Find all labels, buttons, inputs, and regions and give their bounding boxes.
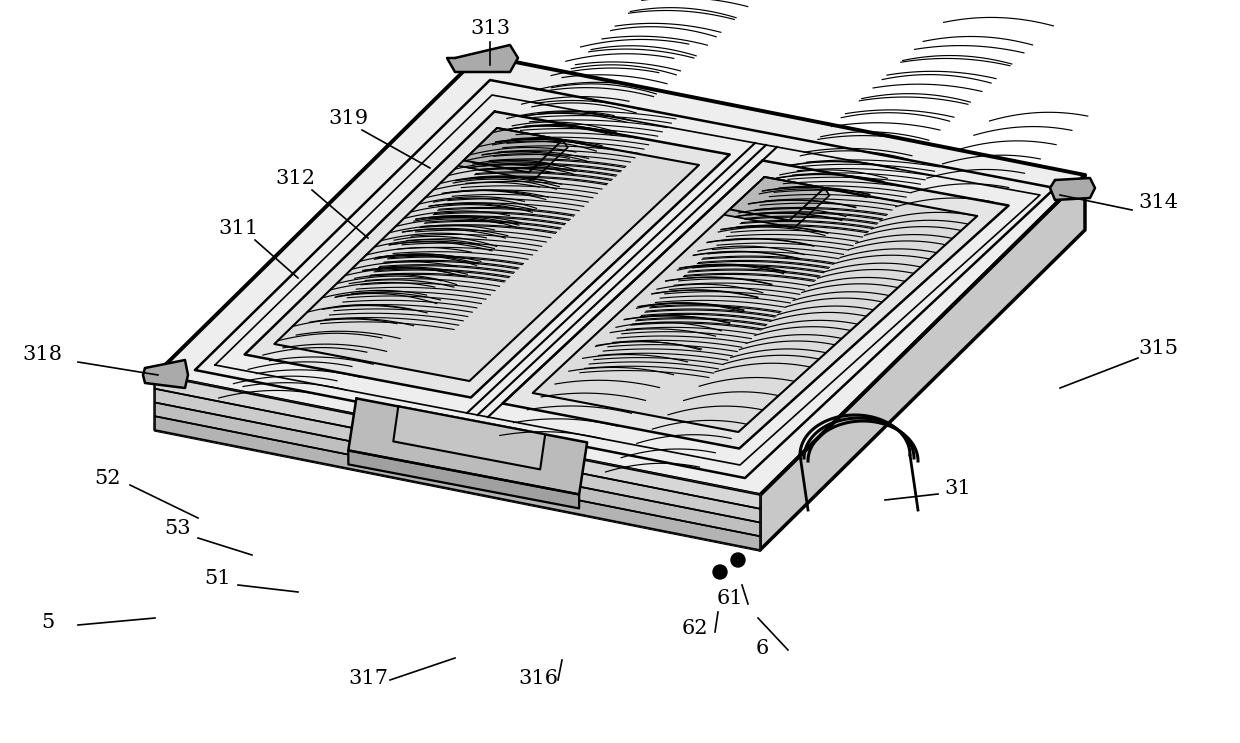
Text: 51: 51 xyxy=(205,568,232,588)
Polygon shape xyxy=(348,450,579,508)
Text: 317: 317 xyxy=(348,669,388,687)
Polygon shape xyxy=(244,111,729,398)
Polygon shape xyxy=(729,177,825,221)
Polygon shape xyxy=(274,128,699,381)
Polygon shape xyxy=(155,375,760,509)
Polygon shape xyxy=(155,389,760,522)
Polygon shape xyxy=(155,375,760,550)
Text: 316: 316 xyxy=(518,669,558,687)
Text: 61: 61 xyxy=(717,588,743,608)
Text: 313: 313 xyxy=(470,19,510,37)
Circle shape xyxy=(732,553,745,567)
Polygon shape xyxy=(143,360,188,388)
Polygon shape xyxy=(724,177,830,228)
Polygon shape xyxy=(533,177,977,432)
Polygon shape xyxy=(348,398,587,494)
Text: 53: 53 xyxy=(165,519,191,537)
Circle shape xyxy=(713,565,727,579)
Text: 315: 315 xyxy=(1138,339,1178,357)
Polygon shape xyxy=(155,416,760,550)
Text: 314: 314 xyxy=(1138,192,1178,212)
Text: 5: 5 xyxy=(41,612,55,632)
Polygon shape xyxy=(464,128,563,172)
Polygon shape xyxy=(1050,178,1095,200)
Polygon shape xyxy=(458,128,568,180)
Polygon shape xyxy=(502,160,1008,449)
Polygon shape xyxy=(760,175,1085,550)
Text: 319: 319 xyxy=(327,108,368,128)
Text: 31: 31 xyxy=(945,478,971,498)
Text: 52: 52 xyxy=(94,469,122,487)
Text: 318: 318 xyxy=(22,345,62,365)
Polygon shape xyxy=(446,45,518,72)
Text: 6: 6 xyxy=(755,638,769,658)
Polygon shape xyxy=(393,406,546,470)
Polygon shape xyxy=(155,403,760,536)
Text: 311: 311 xyxy=(218,218,258,238)
Polygon shape xyxy=(155,55,1085,495)
Text: 312: 312 xyxy=(275,169,315,187)
Text: 62: 62 xyxy=(682,618,708,637)
